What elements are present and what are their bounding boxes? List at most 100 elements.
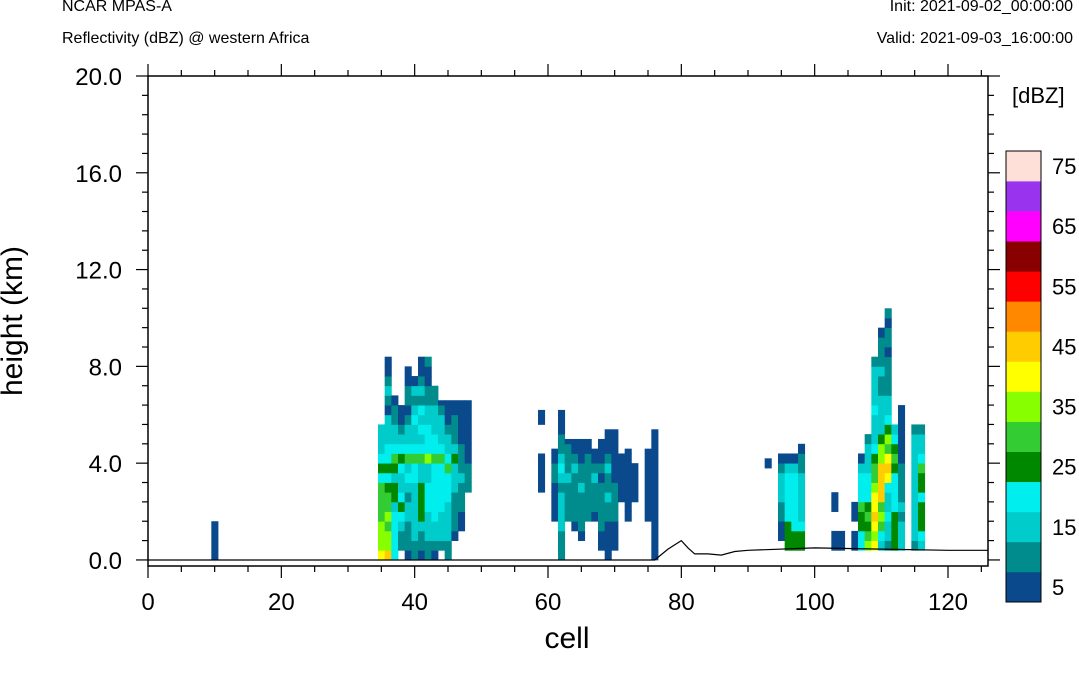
reflectivity-cell — [831, 540, 839, 551]
reflectivity-cell — [398, 424, 406, 435]
reflectivity-cell — [624, 463, 632, 474]
reflectivity-cell — [378, 540, 386, 551]
reflectivity-cell — [411, 482, 419, 493]
reflectivity-cell — [878, 376, 886, 387]
reflectivity-cell — [458, 521, 466, 532]
reflectivity-cell — [571, 472, 579, 483]
reflectivity-cell — [438, 453, 446, 464]
reflectivity-cell — [604, 530, 612, 541]
reflectivity-cell — [404, 434, 412, 445]
reflectivity-cell — [431, 492, 439, 503]
reflectivity-cell — [898, 453, 906, 464]
reflectivity-cell — [404, 501, 412, 512]
reflectivity-cell — [404, 376, 412, 387]
reflectivity-cell — [424, 424, 432, 435]
reflectivity-cell — [404, 540, 412, 551]
reflectivity-cell — [611, 482, 619, 493]
reflectivity-cell — [418, 424, 426, 435]
reflectivity-cell — [798, 482, 806, 493]
reflectivity-cell — [858, 453, 866, 464]
reflectivity-cell — [784, 472, 792, 483]
reflectivity-cell — [404, 550, 412, 561]
reflectivity-cell — [538, 453, 546, 464]
reflectivity-cell — [451, 453, 459, 464]
reflectivity-cell — [424, 405, 432, 416]
reflectivity-cell — [391, 521, 399, 532]
reflectivity-cell — [871, 463, 879, 474]
reflectivity-cell — [438, 424, 446, 435]
reflectivity-cell — [391, 453, 399, 464]
reflectivity-cell — [398, 453, 406, 464]
reflectivity-cell — [911, 530, 919, 541]
model-name: NCAR MPAS-A — [62, 0, 172, 15]
reflectivity-cell — [384, 385, 392, 396]
reflectivity-cell — [424, 482, 432, 493]
reflectivity-cell — [378, 550, 386, 561]
reflectivity-cell — [378, 530, 386, 541]
reflectivity-cell — [651, 492, 659, 503]
reflectivity-cell — [898, 530, 906, 541]
reflectivity-cell — [584, 438, 592, 445]
reflectivity-cell — [644, 482, 652, 493]
reflectivity-cell — [418, 366, 426, 377]
reflectivity-cell — [878, 482, 886, 493]
reflectivity-cell — [451, 492, 459, 503]
reflectivity-cell — [884, 356, 892, 367]
reflectivity-cell — [438, 501, 446, 512]
x-axis-title: cell — [544, 622, 589, 655]
y-tick-label: 4.0 — [89, 451, 122, 478]
reflectivity-cell — [398, 434, 406, 445]
reflectivity-cell — [431, 550, 439, 561]
reflectivity-cell — [884, 492, 892, 503]
reflectivity-cell — [404, 463, 412, 474]
reflectivity-cell — [391, 511, 399, 522]
reflectivity-cell — [918, 463, 926, 474]
reflectivity-cell — [651, 482, 659, 493]
reflectivity-cell — [858, 472, 866, 483]
reflectivity-cell — [884, 453, 892, 464]
reflectivity-cell — [391, 550, 399, 561]
reflectivity-cell — [438, 521, 446, 532]
reflectivity-cell — [578, 482, 586, 493]
reflectivity-cell — [384, 356, 392, 367]
reflectivity-cell — [918, 482, 926, 493]
reflectivity-cell — [911, 424, 919, 435]
reflectivity-cell — [878, 521, 886, 532]
reflectivity-cell — [858, 482, 866, 493]
reflectivity-cell — [864, 540, 872, 551]
reflectivity-cell — [871, 376, 879, 387]
reflectivity-cell — [418, 530, 426, 541]
reflectivity-cell — [884, 472, 892, 483]
reflectivity-cell — [538, 472, 546, 483]
reflectivity-cell — [884, 530, 892, 541]
reflectivity-cell — [778, 511, 786, 522]
reflectivity-cell — [404, 366, 412, 377]
reflectivity-cell — [458, 492, 466, 503]
reflectivity-cell — [898, 463, 906, 474]
reflectivity-cell — [558, 414, 566, 425]
reflectivity-cell — [558, 472, 566, 483]
reflectivity-cell — [384, 521, 392, 532]
reflectivity-cell — [611, 501, 619, 512]
reflectivity-cell — [884, 317, 892, 329]
reflectivity-cell — [438, 405, 446, 416]
reflectivity-cell — [431, 472, 439, 483]
reflectivity-cell — [424, 395, 432, 406]
reflectivity-cell — [878, 511, 886, 522]
reflectivity-cell — [778, 501, 786, 512]
colorbar-box — [1006, 511, 1041, 543]
reflectivity-cell — [571, 511, 579, 522]
reflectivity-cell — [891, 521, 899, 532]
reflectivity-cell — [584, 501, 592, 512]
reflectivity-cell — [391, 414, 399, 425]
reflectivity-cell — [864, 530, 872, 541]
reflectivity-cell — [591, 448, 599, 454]
reflectivity-cell — [604, 540, 612, 551]
reflectivity-cell — [871, 395, 879, 406]
reflectivity-cell — [611, 453, 619, 464]
reflectivity-cell — [651, 434, 659, 445]
reflectivity-cell — [431, 511, 439, 522]
reflectivity-cell — [784, 453, 792, 464]
reflectivity-cell — [871, 434, 879, 445]
reflectivity-cell — [884, 511, 892, 522]
